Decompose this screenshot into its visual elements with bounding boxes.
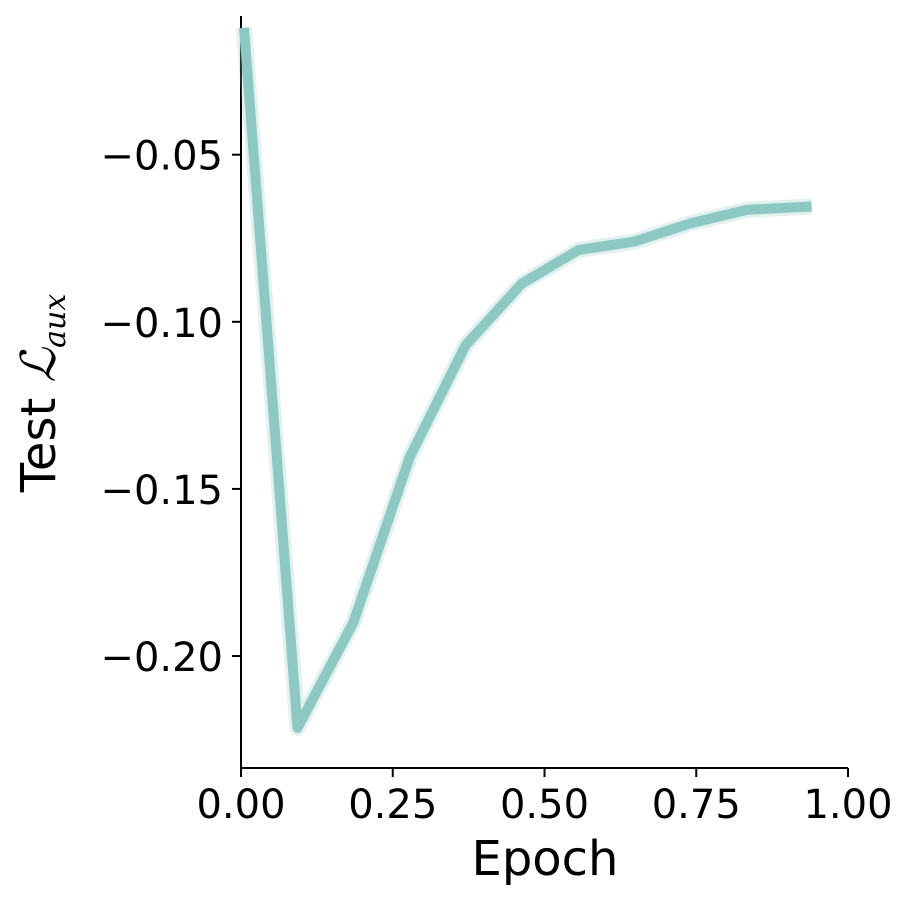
series-band	[236, 27, 813, 736]
series-layer	[236, 27, 813, 736]
x-tick-label: 0.00	[196, 782, 285, 828]
y-axis-ticks: −0.05 −0.10 −0.15 −0.20	[100, 134, 241, 681]
y-axis-label: Test ℒaux	[11, 294, 73, 494]
x-axis-label: Epoch	[472, 831, 619, 887]
x-tick-label: 1.00	[803, 782, 892, 828]
y-axis-label-symbol: ℒ	[11, 346, 67, 382]
x-tick-label: 0.75	[652, 782, 741, 828]
x-tick-label: 0.50	[500, 782, 589, 828]
x-tick-label: 0.25	[348, 782, 437, 828]
y-tick-label: −0.15	[100, 468, 223, 514]
x-axis-ticks: 0.00 0.25 0.50 0.75 1.00	[196, 768, 893, 828]
y-axis-label-subscript: aux	[38, 294, 73, 348]
y-tick-label: −0.10	[100, 301, 223, 347]
series-line	[239, 27, 812, 733]
y-tick-label: −0.20	[100, 635, 223, 681]
y-axis-label-prefix: Test	[11, 382, 67, 493]
y-tick-label: −0.05	[100, 134, 223, 180]
